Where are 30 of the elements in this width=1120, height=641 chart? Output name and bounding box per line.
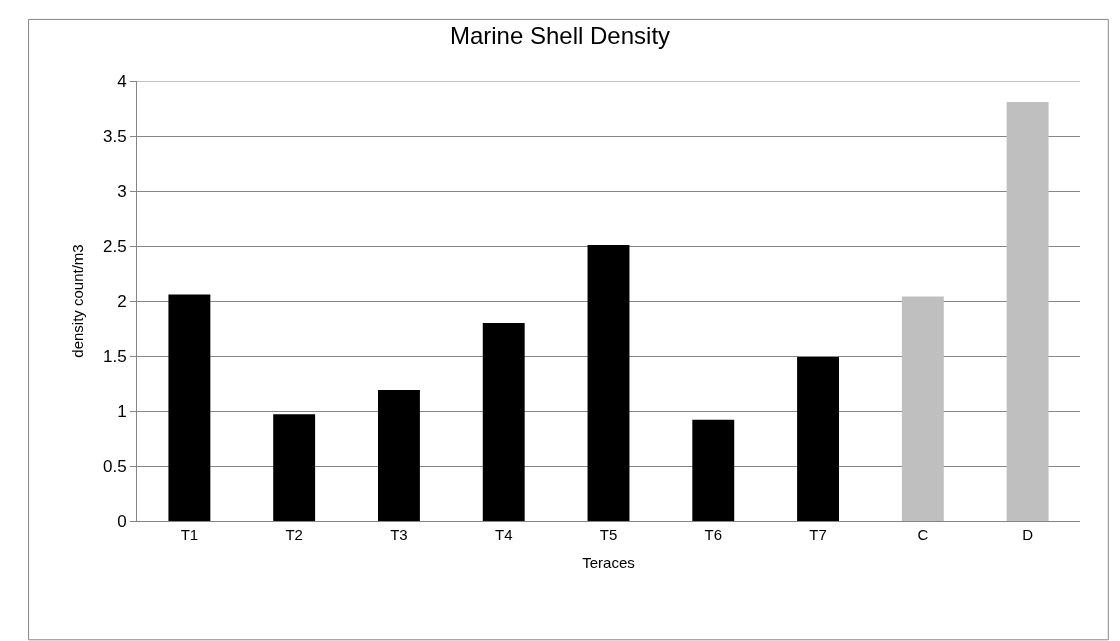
y-tick-label: 4 bbox=[117, 71, 127, 91]
x-tick-label: T5 bbox=[599, 526, 618, 543]
y-tick-label: 3 bbox=[117, 181, 127, 201]
x-tick-label: T2 bbox=[285, 526, 303, 543]
bar bbox=[377, 390, 420, 521]
bar bbox=[901, 296, 944, 521]
y-tick-label: 1 bbox=[117, 401, 127, 421]
y-tick-label: 0 bbox=[117, 511, 127, 531]
bar bbox=[168, 294, 211, 521]
x-axis-title: Teraces bbox=[582, 554, 635, 571]
x-tick-label: C bbox=[917, 526, 929, 543]
x-tick-label: T3 bbox=[390, 526, 408, 543]
y-tick-label: 3.5 bbox=[102, 126, 127, 146]
y-tick-label: 1.5 bbox=[102, 346, 127, 366]
y-axis-title: density count/m3 bbox=[69, 244, 87, 358]
x-tick-label: T1 bbox=[180, 526, 199, 543]
chart-title: Marine Shell Density bbox=[449, 21, 671, 49]
x-tick-label: D bbox=[1022, 526, 1034, 543]
bar bbox=[273, 414, 316, 521]
y-tick-label: 2.5 bbox=[102, 236, 127, 256]
bar bbox=[587, 244, 630, 521]
x-tick-label: T4 bbox=[494, 526, 513, 543]
bar bbox=[692, 419, 735, 521]
bar bbox=[797, 357, 840, 521]
y-tick-label: 0.5 bbox=[102, 456, 127, 476]
x-tick-label: T7 bbox=[809, 526, 827, 543]
x-tick-label: T6 bbox=[704, 526, 723, 543]
y-tick-label: 2 bbox=[117, 291, 127, 311]
bar bbox=[1006, 101, 1049, 521]
bar bbox=[482, 323, 525, 521]
